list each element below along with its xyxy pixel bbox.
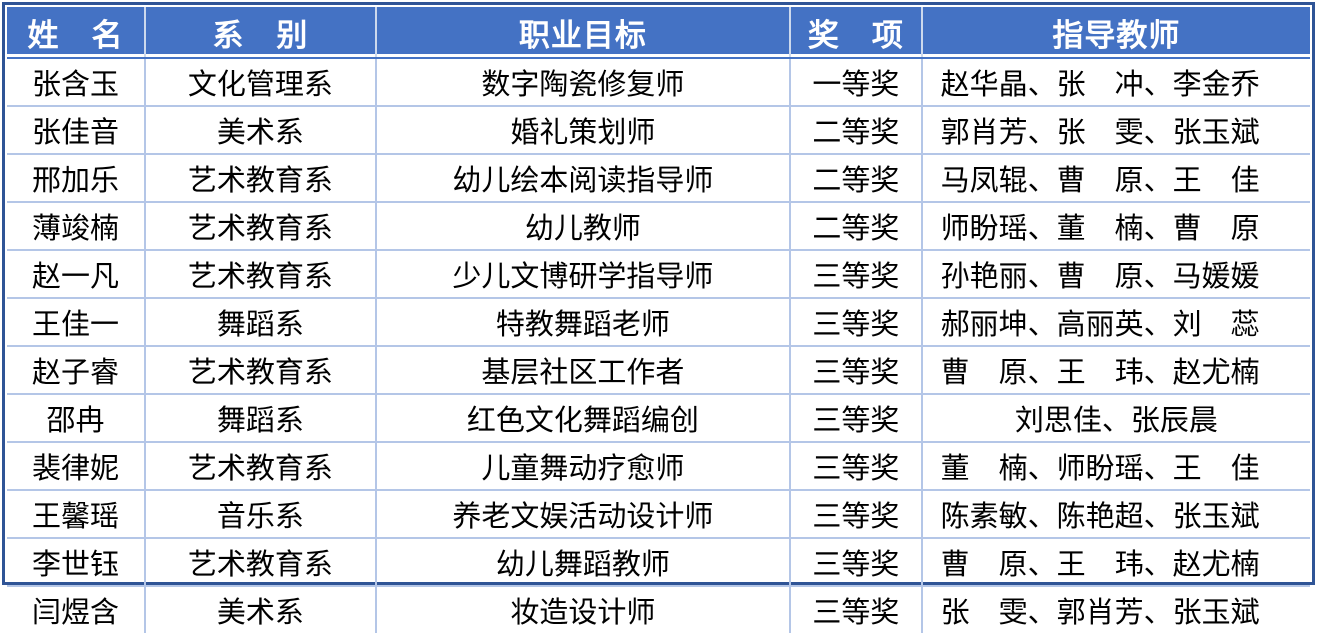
cell-name: 王佳一 bbox=[7, 297, 147, 347]
cell-award: 三等奖 bbox=[789, 297, 923, 347]
cell-award: 三等奖 bbox=[789, 393, 923, 443]
cell-department: 音乐系 bbox=[144, 489, 377, 539]
header-award: 奖 项 bbox=[790, 7, 923, 59]
table-row: 李世钰 艺术教育系 幼儿舞蹈教师 三等奖曹 原、王 玮、赵尤楠 bbox=[7, 537, 1310, 587]
cell-award: 二等奖 bbox=[789, 201, 923, 251]
cell-career-goal: 幼儿舞蹈教师 bbox=[374, 537, 792, 587]
cell-award: 二等奖 bbox=[789, 105, 923, 155]
cell-award: 三等奖 bbox=[789, 441, 923, 491]
header-row: 姓 名 系 别 职业目标 奖 项 指导教师 bbox=[7, 7, 1310, 59]
cell-department: 艺术教育系 bbox=[144, 201, 377, 251]
table-row: 王馨瑶 音乐系 养老文娱活动设计师 三等奖 陈素敏、陈艳超、张玉斌 bbox=[7, 489, 1310, 539]
table-row: 张佳音 美术系 婚礼策划师 二等奖 郭肖芳、张 雯、张玉斌 bbox=[7, 105, 1310, 155]
cell-name: 裴律妮 bbox=[7, 441, 147, 491]
cell-teachers: 陈素敏、陈艳超、张玉斌 bbox=[920, 489, 1310, 539]
cell-department: 文化管理系 bbox=[144, 57, 377, 107]
cell-award: 三等奖 bbox=[789, 345, 923, 395]
cell-name: 张佳音 bbox=[7, 105, 147, 155]
cell-name: 李世钰 bbox=[7, 537, 147, 587]
cell-department: 艺术教育系 bbox=[144, 249, 377, 299]
table-row: 邵冉 舞蹈系 红色文化舞蹈编创 三等奖 刘思佳、张辰晨 bbox=[7, 393, 1310, 443]
cell-career-goal: 婚礼策划师 bbox=[374, 105, 792, 155]
cell-career-goal: 幼儿教师 bbox=[374, 201, 792, 251]
award-table: 姓 名 系 别 职业目标 奖 项 指导教师 张含玉 文化管理系 数字陶瓷修复师 一等奖… bbox=[7, 7, 1310, 633]
cell-award: 一等奖 bbox=[789, 57, 923, 107]
cell-name: 赵一凡 bbox=[7, 249, 147, 299]
table-row: 赵一凡 艺术教育系 少儿文博研学指导师 三等奖 孙艳丽、曹 原、马媛媛 bbox=[7, 249, 1310, 299]
table-row: 闫煜含 美术系 妆造设计师 三等奖张 雯、郭肖芳、张玉斌 bbox=[7, 585, 1310, 633]
cell-teachers: 郝丽坤、高丽英、刘 蕊 bbox=[920, 297, 1310, 347]
table-row: 张含玉 文化管理系 数字陶瓷修复师 一等奖 赵华晶、张 冲、李金乔 bbox=[7, 57, 1310, 107]
cell-career-goal: 幼儿绘本阅读指导师 bbox=[374, 153, 792, 203]
cell-name: 张含玉 bbox=[7, 57, 147, 107]
table-row: 邢加乐 艺术教育系 幼儿绘本阅读指导师 二等奖 马凤辊、曹 原、王 佳 bbox=[7, 153, 1310, 203]
cell-career-goal: 数字陶瓷修复师 bbox=[374, 57, 792, 107]
table-row: 赵子睿 艺术教育系 基层社区工作者 三等奖曹 原、王 玮、赵尤楠 bbox=[7, 345, 1310, 395]
cell-award: 三等奖 bbox=[789, 585, 923, 633]
cell-department: 舞蹈系 bbox=[144, 297, 377, 347]
cell-department: 美术系 bbox=[144, 585, 377, 633]
cell-department: 舞蹈系 bbox=[144, 393, 377, 443]
cell-career-goal: 少儿文博研学指导师 bbox=[374, 249, 792, 299]
header-career-goal: 职业目标 bbox=[375, 7, 792, 59]
cell-name: 邢加乐 bbox=[7, 153, 147, 203]
cell-award: 三等奖 bbox=[789, 489, 923, 539]
cell-career-goal: 特教舞蹈老师 bbox=[374, 297, 792, 347]
cell-department: 艺术教育系 bbox=[144, 153, 377, 203]
cell-name: 邵冉 bbox=[7, 393, 147, 443]
table-body: 张含玉 文化管理系 数字陶瓷修复师 一等奖 赵华晶、张 冲、李金乔 张佳音 美术系 婚礼策划师… bbox=[7, 57, 1310, 633]
cell-name: 薄竣楠 bbox=[7, 201, 147, 251]
cell-award: 三等奖 bbox=[789, 537, 923, 587]
header-department: 系 别 bbox=[145, 7, 377, 59]
cell-teachers: 郭肖芳、张 雯、张玉斌 bbox=[920, 105, 1310, 155]
cell-name: 闫煜含 bbox=[7, 585, 147, 633]
cell-award: 三等奖 bbox=[789, 249, 923, 299]
cell-career-goal: 基层社区工作者 bbox=[374, 345, 792, 395]
cell-teachers: 张 雯、郭肖芳、张玉斌 bbox=[920, 585, 1310, 633]
cell-teachers: 董 楠、师盼瑶、王 佳 bbox=[920, 441, 1310, 491]
cell-award: 二等奖 bbox=[789, 153, 923, 203]
cell-teachers: 马凤辊、曹 原、王 佳 bbox=[920, 153, 1310, 203]
cell-career-goal: 养老文娱活动设计师 bbox=[374, 489, 792, 539]
cell-name: 王馨瑶 bbox=[7, 489, 147, 539]
cell-teachers: 刘思佳、张辰晨 bbox=[920, 393, 1310, 443]
header-name: 姓 名 bbox=[7, 7, 147, 59]
cell-teachers: 曹 原、王 玮、赵尤楠 bbox=[920, 345, 1310, 395]
table-row: 薄竣楠 艺术教育系 幼儿教师 二等奖 师盼瑶、董 楠、曹 原 bbox=[7, 201, 1310, 251]
table-row: 王佳一 舞蹈系 特教舞蹈老师 三等奖 郝丽坤、高丽英、刘 蕊 bbox=[7, 297, 1310, 347]
cell-name: 赵子睿 bbox=[7, 345, 147, 395]
table-row: 裴律妮 艺术教育系 儿童舞动疗愈师 三等奖董 楠、师盼瑶、王 佳 bbox=[7, 441, 1310, 491]
cell-teachers: 孙艳丽、曹 原、马媛媛 bbox=[920, 249, 1310, 299]
cell-teachers: 曹 原、王 玮、赵尤楠 bbox=[920, 537, 1310, 587]
cell-teachers: 赵华晶、张 冲、李金乔 bbox=[920, 57, 1310, 107]
header-teachers: 指导教师 bbox=[921, 7, 1310, 59]
cell-department: 艺术教育系 bbox=[144, 537, 377, 587]
cell-career-goal: 妆造设计师 bbox=[374, 585, 792, 633]
cell-career-goal: 儿童舞动疗愈师 bbox=[374, 441, 792, 491]
cell-department: 艺术教育系 bbox=[144, 441, 377, 491]
cell-department: 艺术教育系 bbox=[144, 345, 377, 395]
cell-department: 美术系 bbox=[144, 105, 377, 155]
cell-career-goal: 红色文化舞蹈编创 bbox=[374, 393, 792, 443]
cell-teachers: 师盼瑶、董 楠、曹 原 bbox=[920, 201, 1310, 251]
